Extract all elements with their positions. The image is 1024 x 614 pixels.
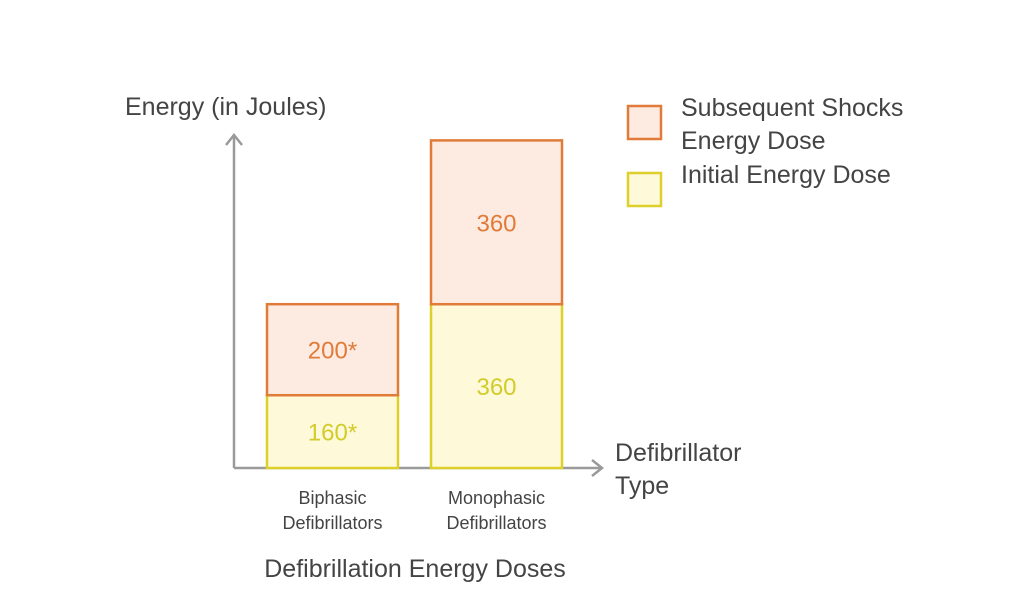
legend-swatch: [626, 171, 663, 208]
legend-swatch: [626, 104, 663, 141]
bar-segment: [265, 302, 400, 397]
x-axis-arrow-icon: [591, 459, 605, 477]
bar-segment: [265, 393, 400, 470]
legend-entry: Subsequent Shocks Energy Dose: [681, 94, 903, 155]
data-label: 160*: [308, 420, 357, 447]
data-label: 200*: [308, 338, 357, 365]
bar-segment: [429, 139, 564, 306]
legend-entry: Initial Energy Dose: [681, 161, 891, 189]
x-tick-label: Monophasic Defibrillators: [446, 488, 546, 533]
chart-title: Defibrillation Energy Doses: [264, 555, 566, 583]
y-axis-arrow-icon: [225, 132, 243, 146]
x-axis-label: Defibrillator Type: [615, 439, 741, 500]
x-tick-label: Biphasic Defibrillators: [282, 488, 382, 533]
y-axis-label: Energy (in Joules): [125, 93, 326, 121]
data-label: 360: [476, 374, 516, 401]
data-label: 360: [476, 210, 516, 237]
